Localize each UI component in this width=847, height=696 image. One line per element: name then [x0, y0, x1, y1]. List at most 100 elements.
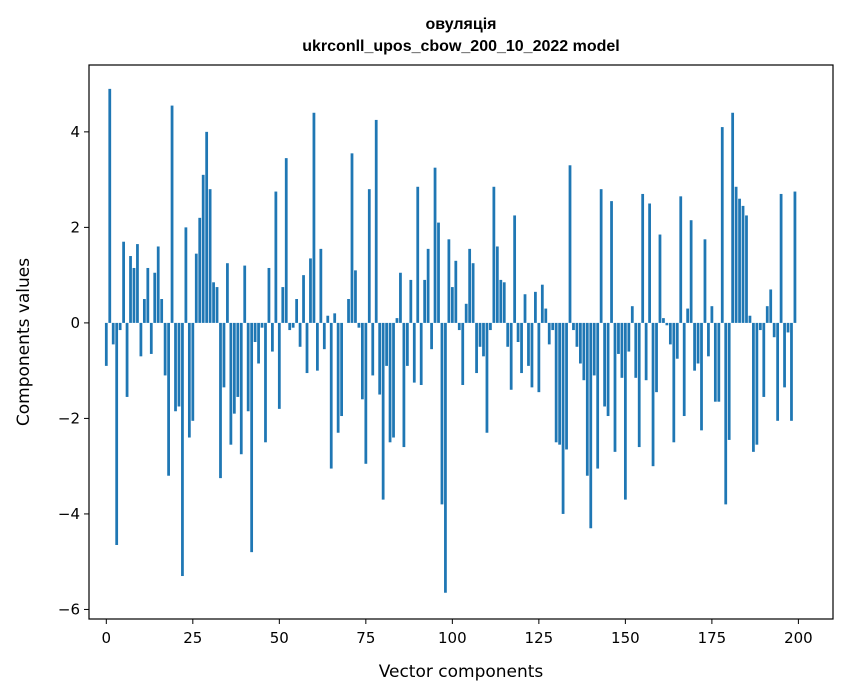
- bar-185: [745, 215, 748, 323]
- bar-44: [257, 322, 260, 364]
- bar-0: [104, 322, 108, 366]
- bar-36: [229, 322, 233, 445]
- bar-168: [686, 308, 690, 323]
- bar-196: [783, 322, 786, 388]
- bar-91: [419, 322, 423, 385]
- bar-39: [239, 322, 243, 455]
- bar-154: [637, 322, 641, 448]
- bar-130: [554, 322, 558, 443]
- bar-64: [326, 315, 330, 323]
- bar-171: [696, 322, 700, 364]
- bar-105: [468, 248, 472, 323]
- bar-116: [506, 322, 510, 347]
- bar-98: [444, 322, 447, 593]
- bar-166: [679, 196, 683, 323]
- bar-152: [630, 306, 634, 323]
- bar-97: [440, 322, 444, 505]
- bar-95: [433, 167, 437, 323]
- bar-93: [426, 248, 430, 323]
- bar-189: [758, 322, 762, 331]
- bar-147: [613, 322, 617, 452]
- bar-85: [399, 272, 402, 323]
- y-tick-label: −6: [58, 600, 80, 618]
- bar-60: [312, 112, 316, 323]
- bar-155: [641, 193, 645, 323]
- bar-122: [527, 322, 530, 366]
- bar-75: [364, 322, 368, 464]
- bar-45: [260, 322, 264, 328]
- bar-156: [644, 322, 648, 381]
- bar-143: [599, 189, 603, 323]
- bar-126: [540, 284, 544, 323]
- bar-13: [149, 322, 153, 354]
- bar-94: [430, 322, 433, 350]
- bar-138: [582, 322, 586, 381]
- x-tick-label: 200: [784, 629, 813, 647]
- bar-42: [250, 322, 254, 553]
- bar-125: [537, 322, 541, 393]
- bar-145: [606, 322, 610, 417]
- bar-188: [755, 322, 759, 445]
- bar-9: [136, 244, 139, 323]
- bar-71: [350, 153, 354, 323]
- bar-27: [198, 217, 202, 323]
- bar-129: [551, 322, 555, 331]
- bar-136: [575, 322, 579, 347]
- bar-30: [208, 189, 212, 323]
- bar-7: [129, 256, 132, 323]
- bar-16: [160, 299, 164, 323]
- bar-86: [402, 322, 406, 448]
- bar-123: [530, 322, 534, 388]
- bar-191: [765, 306, 769, 323]
- bar-174: [707, 322, 710, 357]
- bar-175: [710, 306, 714, 323]
- bar-113: [495, 246, 499, 323]
- bar-3: [115, 322, 119, 545]
- bar-87: [405, 322, 409, 366]
- bar-106: [471, 263, 475, 323]
- plot-frame: [88, 64, 834, 620]
- bar-76: [367, 189, 371, 323]
- bar-21: [177, 322, 181, 407]
- bar-81: [385, 322, 388, 366]
- bar-164: [672, 322, 676, 443]
- x-axis-label: Vector components: [379, 662, 544, 682]
- bar-4: [118, 322, 122, 331]
- bar-92: [423, 279, 427, 323]
- bar-165: [675, 322, 679, 359]
- x-tick-label: 125: [525, 629, 554, 647]
- bar-47: [267, 267, 271, 323]
- bar-182: [734, 186, 738, 323]
- x-axis-ticks: 0 25 50 75 100 125 150 175 200: [102, 619, 813, 647]
- bar-119: [516, 322, 520, 342]
- bar-84: [395, 318, 399, 323]
- bar-101: [454, 260, 458, 323]
- bar-52: [284, 158, 288, 323]
- bar-65: [329, 322, 333, 469]
- y-tick-label: −2: [58, 409, 80, 427]
- bar-184: [741, 205, 745, 323]
- x-tick-label: 50: [270, 629, 289, 647]
- bar-79: [378, 322, 382, 395]
- bar-59: [309, 258, 312, 323]
- bar-144: [603, 322, 606, 407]
- bar-83: [392, 322, 395, 438]
- bar-50: [277, 322, 281, 409]
- bar-120: [520, 322, 523, 374]
- bar-163: [668, 322, 672, 345]
- y-axis-ticks: −6 −4 −2 0 2 4: [58, 123, 89, 618]
- bar-80: [381, 322, 385, 500]
- bar-135: [572, 322, 575, 331]
- bar-40: [243, 265, 247, 323]
- bar-51: [281, 287, 285, 323]
- bar-176: [713, 322, 717, 402]
- bar-110: [485, 322, 489, 433]
- bar-187: [752, 322, 755, 452]
- bar-26: [194, 253, 198, 323]
- bar-28: [201, 174, 205, 323]
- bar-111: [489, 322, 492, 331]
- bar-108: [478, 322, 482, 347]
- y-tick-label: −4: [58, 505, 80, 523]
- bar-109: [482, 322, 485, 357]
